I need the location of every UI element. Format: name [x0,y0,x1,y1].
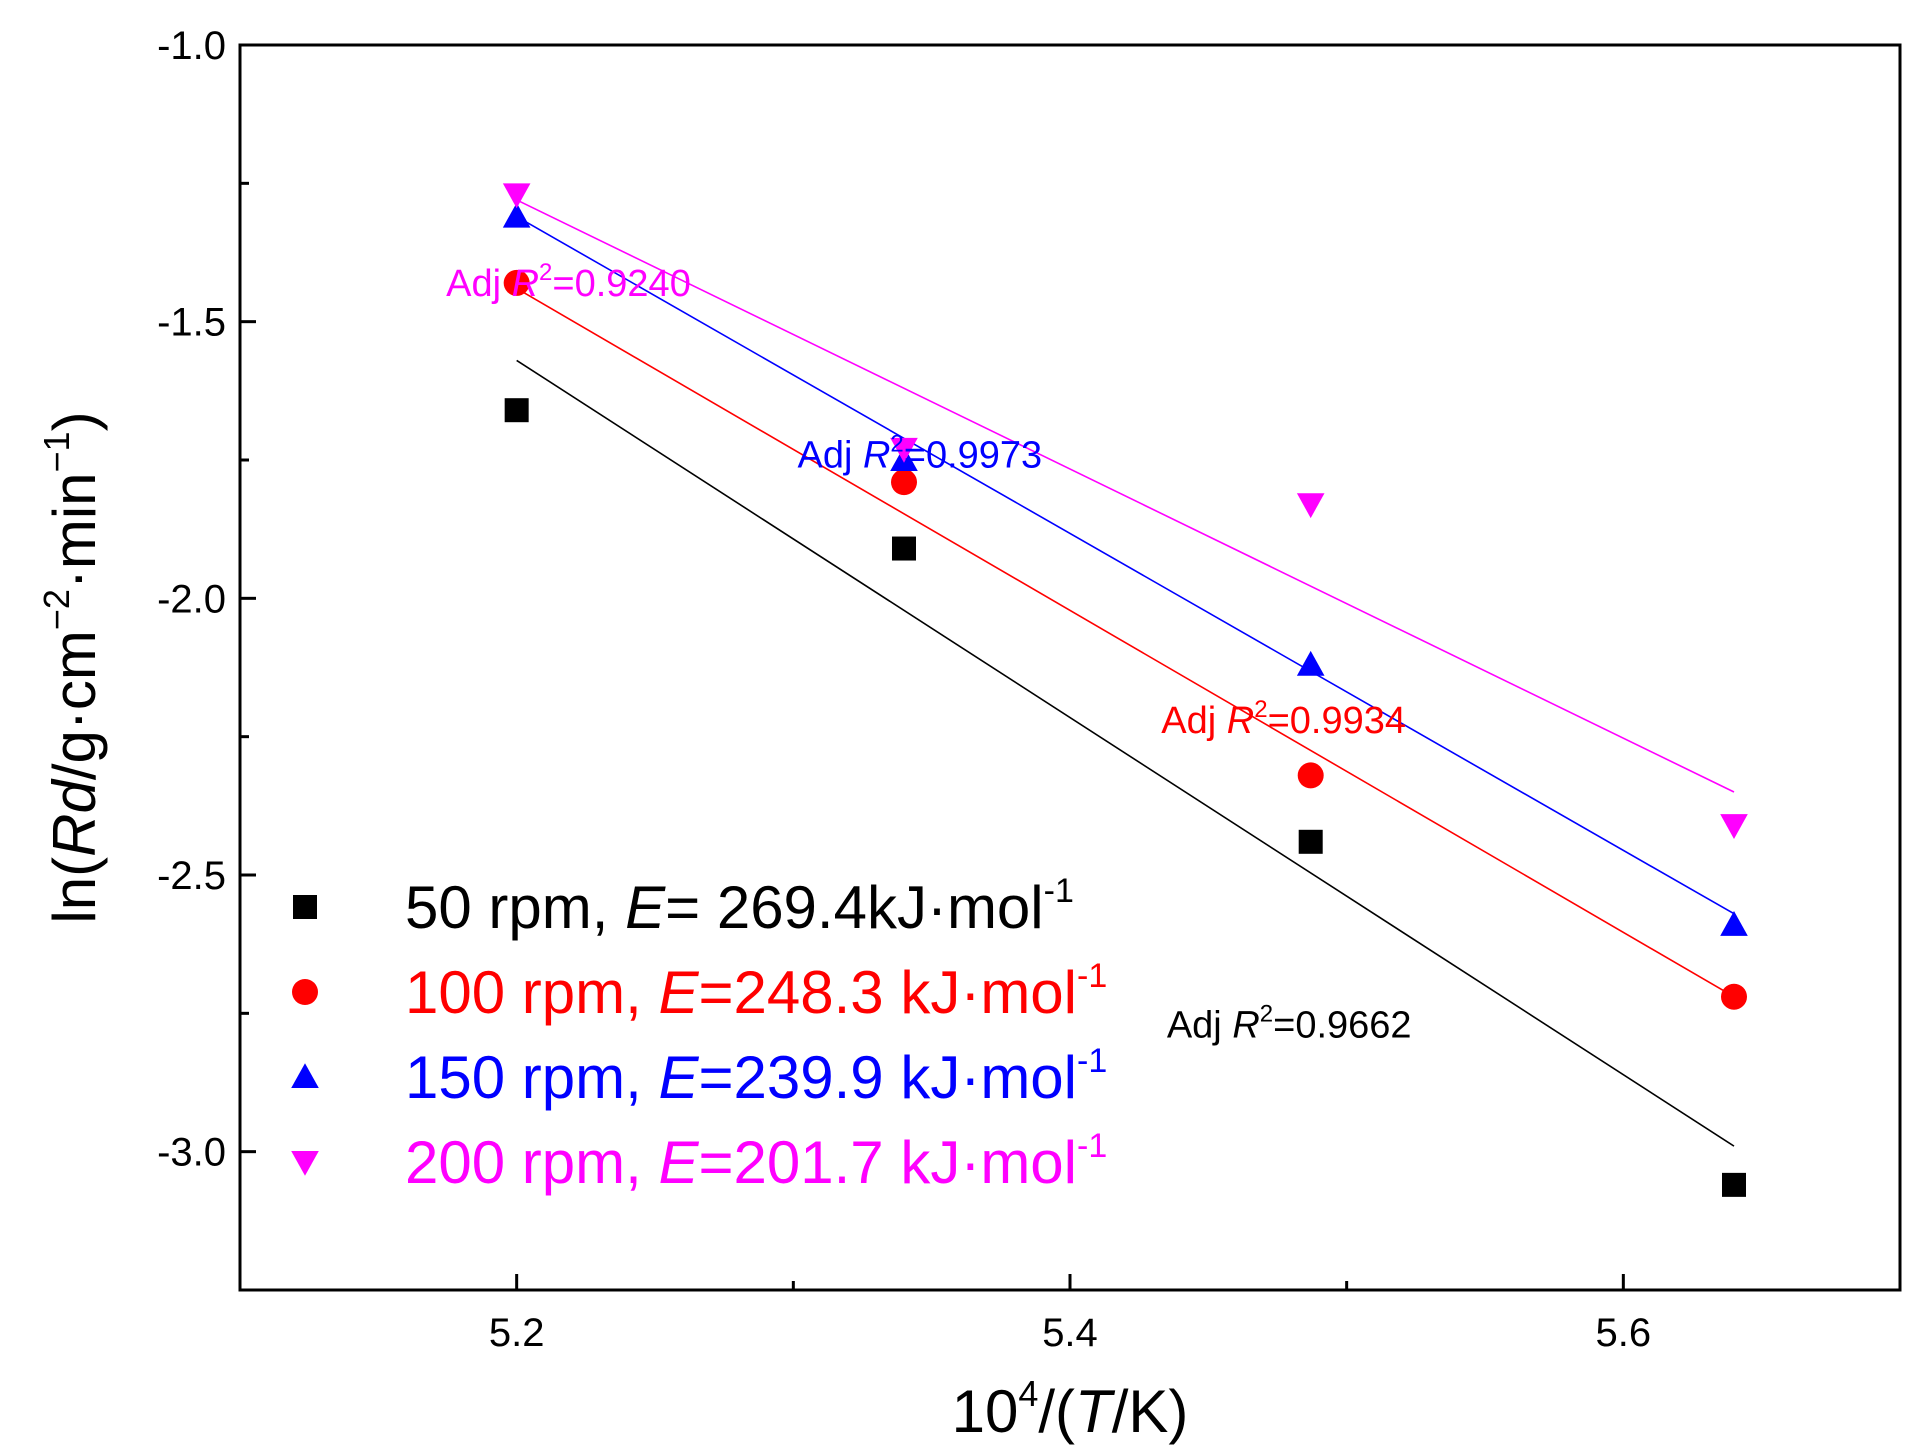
point-s100 [1297,762,1324,789]
point-s200 [890,437,918,463]
fit-line-s100 [516,287,1735,998]
legend-superscript: -1 [1077,1042,1107,1080]
legend-superscript: -1 [1077,1127,1107,1165]
r2-symbol: R [1227,700,1254,742]
y-title-part: /g·cm [41,630,108,780]
legend-prefix: 50 rpm, [405,874,625,941]
legend-symbol: E [658,1044,699,1111]
r2-superscript: 2 [539,259,552,286]
legend-label-s150: 150 rpm, E=239.9 kJ·mol-1 [405,1042,1107,1111]
point-s150 [1296,650,1325,676]
r2-symbol: R [863,434,890,476]
fit-line-s50 [516,359,1735,1147]
r2-label-s200: Adj R2=0.9240 [446,259,691,305]
point-s100 [1721,983,1747,1010]
y-title-part: ) [41,411,108,431]
y-tick-label: -1.0 [157,24,226,68]
x-tick-label: 5.2 [489,1311,545,1355]
y-tick-label: -1.5 [157,301,226,345]
y-title-superscript: −2 [36,589,77,630]
y-title-part: ln( [41,857,108,924]
x-title-italic: T [1075,1378,1116,1445]
r2-prefix: Adj [1167,1004,1232,1046]
legend-label-s200: 200 rpm, E=201.7 kJ·mol-1 [405,1127,1107,1196]
point-s50 [504,398,529,423]
r2-value: =0.9240 [552,263,690,305]
x-title-base: 10 [952,1378,1019,1445]
r2-symbol: R [512,263,539,305]
r2-value: =0.9662 [1273,1004,1411,1046]
fit-line-s150 [516,215,1735,915]
point-s50 [892,536,916,561]
x-title-part: /( [1038,1378,1075,1445]
legend-prefix: 100 rpm, [405,959,658,1026]
x-axis: 5.2 5.4 5.6 [489,1274,1651,1355]
legend-label-s100: 100 rpm, E=248.3 kJ·mol-1 [405,957,1107,1026]
r2-label-s150: Adj R2=0.9973 [797,430,1042,476]
x-title-part: /K) [1112,1378,1189,1445]
r2-superscript: 2 [890,430,903,457]
r2-superscript: 2 [1260,1000,1273,1027]
legend-value: =239.9 kJ·mol [698,1044,1077,1111]
y-title-part: ·min [41,472,108,589]
legend-symbol: E [658,1129,699,1196]
point-s150 [1720,911,1748,936]
r2-prefix: Adj [797,434,862,476]
legend-marker-s200 [291,1150,319,1176]
legend-prefix: 150 rpm, [405,1044,658,1111]
y-tick-label: -3.0 [157,1131,226,1175]
axis-titles: 104/(T/K) ln(Rd/g·cm−2·min−1) [36,411,1188,1445]
legend-value: =201.7 kJ·mol [698,1129,1077,1196]
x-tick-label: 5.6 [1596,1311,1652,1355]
y-title-italic: Rd [41,779,108,857]
point-s200 [502,183,531,209]
x-tick-label: 5.4 [1042,1311,1098,1355]
r2-value: =0.9973 [904,434,1042,476]
legend-prefix: 200 rpm, [405,1129,658,1196]
legend-marker-s150 [291,1063,319,1089]
y-tick-label: -2.0 [157,577,226,621]
legend-superscript: -1 [1077,957,1107,995]
r2-value: =0.9934 [1268,700,1406,742]
x-axis-title: 104/(T/K) [952,1373,1189,1445]
legend-value: = 269.4kJ·mol [665,874,1044,941]
legend-marker-s100 [292,979,318,1005]
legend-superscript: -1 [1044,872,1074,910]
r2-superscript: 2 [1254,696,1267,723]
y-tick-label: -2.5 [157,854,226,898]
y-title-superscript: −1 [36,431,77,472]
point-s50 [1298,829,1323,854]
legend-symbol: E [625,874,666,941]
point-s150 [502,202,531,228]
r2-label-s50: Adj R2=0.9662 [1167,1000,1412,1046]
legend-symbol: E [658,959,699,1026]
point-s200 [1720,814,1748,839]
r2-symbol: R [1232,1004,1259,1046]
y-axis: -1.0 -1.5 -2.0 -2.5 -3.0 [157,24,256,1175]
fit-line-s200 [516,199,1735,793]
r2-prefix: Adj [446,263,511,305]
x-title-superscript: 4 [1018,1373,1038,1414]
fit-lines [516,199,1735,1147]
point-s100 [891,469,917,496]
legend-value: =248.3 kJ·mol [698,959,1077,1026]
point-s200 [1296,493,1325,519]
data-markers [502,183,1748,1197]
legend-marker-s50 [293,895,317,919]
legend-label-s50: 50 rpm, E= 269.4kJ·mol-1 [405,872,1074,941]
r2-prefix: Adj [1161,700,1226,742]
y-axis-title: ln(Rd/g·cm−2·min−1) [36,411,108,923]
r2-label-s100: Adj R2=0.9934 [1161,696,1406,742]
point-s100 [503,269,530,296]
point-s50 [1722,1172,1746,1197]
